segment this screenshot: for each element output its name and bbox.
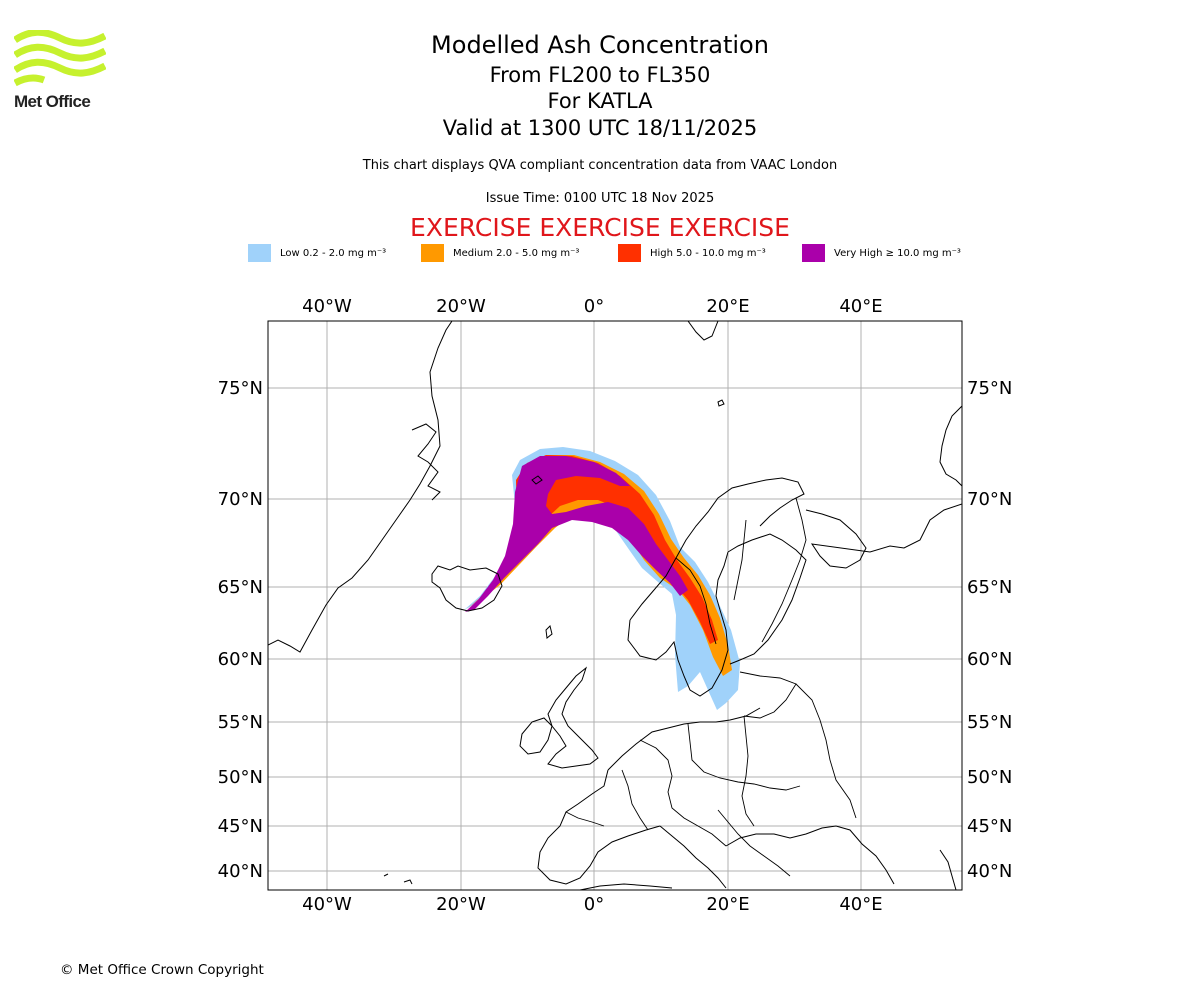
flight-level-range: From FL200 to FL350: [489, 63, 711, 87]
map-gridlines: [268, 321, 962, 890]
border-eastern-europe: [795, 683, 857, 819]
lat-label-right-70n: 70°N: [967, 489, 1012, 510]
coastlines: [268, 321, 962, 890]
lon-label-bottom-0: 0°: [584, 894, 604, 915]
met-office-logo: Met Office: [13, 28, 114, 112]
border-france: [621, 769, 649, 831]
lon-label-top-20e: 20°E: [706, 296, 749, 317]
legend-label-medium: Medium 2.0 - 5.0 mg m⁻³: [453, 247, 580, 259]
legend-item-high: High 5.0 - 10.0 mg m⁻³: [618, 244, 766, 262]
coast-britain: [547, 666, 599, 769]
met-office-logo-text: Met Office: [14, 92, 91, 111]
country-borders: [565, 497, 857, 877]
chart-description: This chart displays QVA compliant concen…: [362, 158, 838, 173]
coast-novaya-zemlya: [939, 405, 962, 487]
issue-time: Issue Time: 0100 UTC 18 Nov 2025: [485, 191, 715, 206]
lon-label-bottom-20w: 20°W: [436, 894, 486, 915]
border-central-europe-2: [687, 723, 801, 791]
island-bear: [717, 399, 725, 407]
island-jan-mayen: [531, 475, 543, 485]
lat-label-left-65n: 65°N: [218, 577, 263, 598]
coast-balkans-black-sea: [725, 825, 895, 885]
border-balkans: [717, 809, 791, 877]
coast-scandinavia-south: [627, 551, 729, 697]
coast-kola-russia: [805, 503, 962, 569]
coast-caspian: [939, 849, 957, 890]
coast-iceland: [431, 565, 503, 612]
lat-label-right-60n: 60°N: [967, 649, 1012, 670]
coast-greenland: [268, 321, 453, 653]
lat-label-left-60n: 60°N: [218, 649, 263, 670]
lat-label-right-50n: 50°N: [967, 767, 1012, 788]
copyright-notice: © Met Office Crown Copyright: [60, 962, 264, 978]
legend-swatch-low: [248, 244, 271, 262]
lon-label-top-0: 0°: [584, 296, 604, 317]
map-frame: [267, 320, 963, 891]
chart-title: Modelled Ash Concentration: [431, 31, 769, 59]
legend-item-low: Low 0.2 - 2.0 mg m⁻³: [248, 244, 386, 262]
lon-label-top-40w: 40°W: [302, 296, 352, 317]
legend-label-low: Low 0.2 - 2.0 mg m⁻³: [280, 247, 387, 259]
small-islands: [383, 399, 725, 885]
lat-label-right-45n: 45°N: [967, 816, 1012, 837]
island-azores: [383, 873, 413, 885]
lat-label-left-50n: 50°N: [218, 767, 263, 788]
lat-label-right-65n: 65°N: [967, 577, 1012, 598]
lon-label-bottom-20e: 20°E: [706, 894, 749, 915]
legend-swatch-medium: [421, 244, 444, 262]
coast-ireland: [519, 717, 553, 755]
coast-norway: [629, 477, 805, 621]
legend-label-high: High 5.0 - 10.0 mg m⁻³: [650, 247, 766, 259]
ash-plume-very-high: [465, 456, 688, 612]
exercise-banner: EXERCISE EXERCISE EXERCISE: [410, 213, 790, 242]
coast-europe-west: [607, 707, 761, 771]
coast-finland: [727, 533, 807, 665]
coast-italy: [659, 825, 727, 889]
border-central-europe-3: [741, 715, 755, 827]
lat-label-left-70n: 70°N: [218, 489, 263, 510]
lat-label-left-75n: 75°N: [218, 378, 263, 399]
lat-label-left-45n: 45°N: [218, 816, 263, 837]
lat-label-right-40n: 40°N: [967, 861, 1012, 882]
lat-label-left-55n: 55°N: [218, 712, 263, 733]
valid-time: Valid at 1300 UTC 18/11/2025: [442, 116, 758, 140]
lat-labels-right: 75°N 70°N 65°N 60°N 55°N 50°N 45°N 40°N: [967, 378, 1012, 882]
coast-france-iberia: [537, 769, 661, 885]
lat-label-right-55n: 55°N: [967, 712, 1012, 733]
lon-label-top-20w: 20°W: [436, 296, 486, 317]
coast-svalbard: [687, 321, 719, 341]
coast-north-africa: [579, 883, 673, 890]
legend-item-medium: Medium 2.0 - 5.0 mg m⁻³: [421, 244, 579, 262]
border-baltics: [739, 671, 797, 719]
legend-swatch-high: [618, 244, 641, 262]
border-central-europe-1: [639, 739, 727, 847]
lon-label-bottom-40w: 40°W: [302, 894, 352, 915]
lat-label-left-40n: 40°N: [218, 861, 263, 882]
legend-item-very-high: Very High ≥ 10.0 mg m⁻³: [802, 244, 961, 262]
border-sweden-finland: [733, 519, 747, 601]
coast-greenland-fjords: [411, 423, 441, 501]
island-faroes: [545, 625, 553, 639]
lat-labels-left: 75°N 70°N 65°N 60°N 55°N 50°N 45°N 40°N: [218, 378, 263, 882]
border-iberia: [565, 811, 605, 827]
legend-label-very-high: Very High ≥ 10.0 mg m⁻³: [834, 247, 961, 259]
lon-labels-bottom: 40°W 20°W 0° 20°E 40°E: [302, 894, 882, 915]
lat-label-right-75n: 75°N: [967, 378, 1012, 399]
lon-labels-top: 40°W 20°W 0° 20°E 40°E: [302, 296, 882, 317]
lon-label-bottom-40e: 40°E: [839, 894, 882, 915]
border-finland-russia: [761, 497, 807, 643]
volcano-name: For KATLA: [547, 89, 653, 113]
met-office-waves-icon: [13, 28, 107, 87]
lon-label-top-40e: 40°E: [839, 296, 882, 317]
border-norway-sweden: [675, 557, 717, 645]
legend-swatch-very-high: [802, 244, 825, 262]
